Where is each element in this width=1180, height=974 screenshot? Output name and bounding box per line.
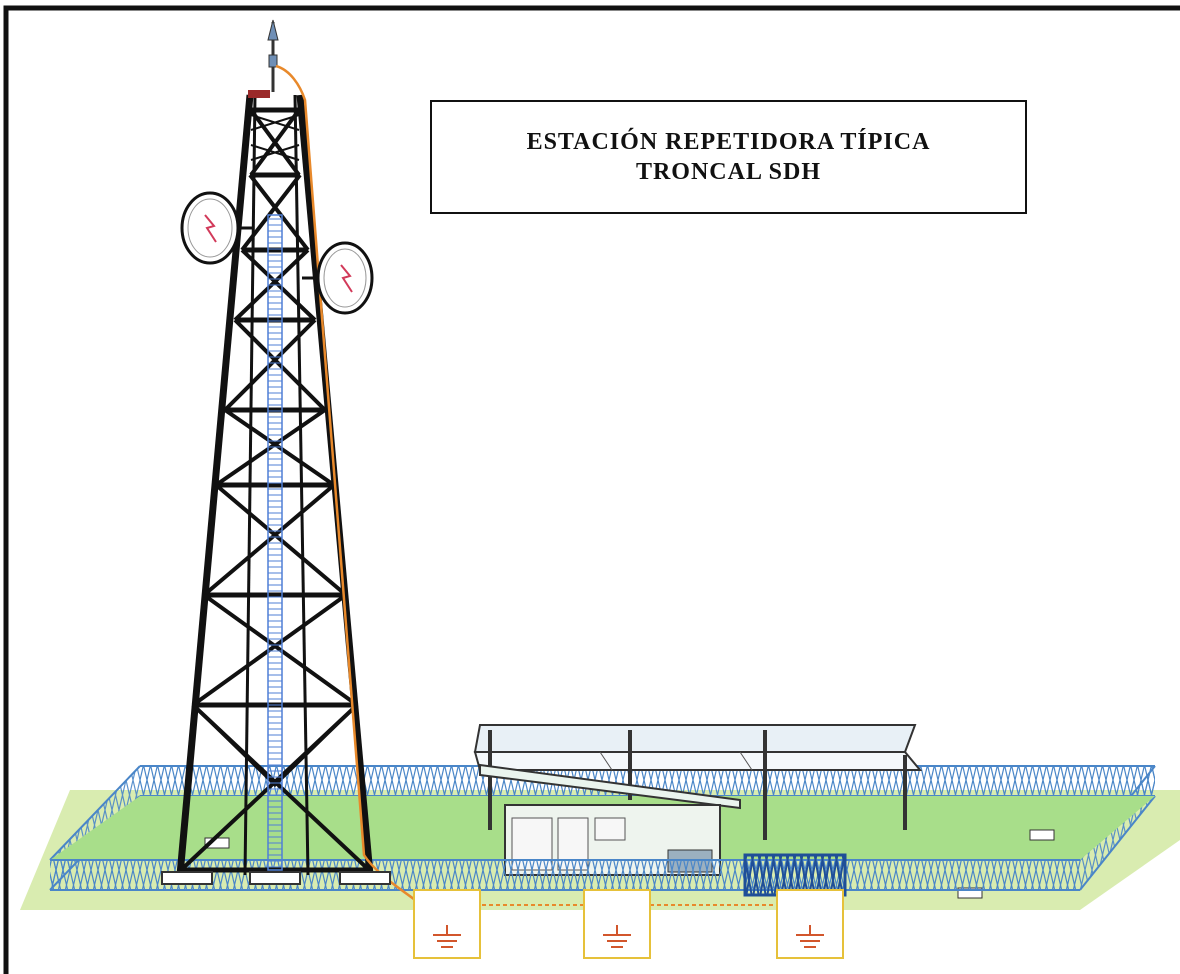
diagram-title-box: ESTACIÓN REPETIDORA TÍPICA TRONCAL SDH	[430, 100, 1027, 214]
ground-pit	[583, 889, 651, 959]
ground-pit	[776, 889, 844, 959]
ground-plate	[1029, 829, 1055, 841]
diagram-title-line-2: TRONCAL SDH	[635, 159, 822, 185]
lightning-rod-icon	[267, 19, 279, 92]
microwave-dish-icon	[180, 191, 252, 265]
tower-footing	[161, 871, 213, 885]
microwave-dish-icon	[302, 241, 374, 315]
tower-footing	[249, 871, 301, 885]
ground-symbol-icon	[603, 925, 631, 948]
perimeter-fence-front	[50, 859, 1080, 891]
fence-gate	[743, 853, 847, 897]
ground-symbol-icon	[796, 925, 824, 948]
outer-border	[3, 5, 1180, 974]
ground-pit	[413, 889, 481, 959]
cable-ladder	[267, 214, 283, 871]
tower-footing	[339, 871, 391, 885]
diagram-title-line-1: ESTACIÓN REPETIDORA TÍPICA	[526, 129, 931, 155]
solar-panel-roof-icon	[473, 724, 923, 840]
ground-symbol-icon	[433, 925, 461, 948]
